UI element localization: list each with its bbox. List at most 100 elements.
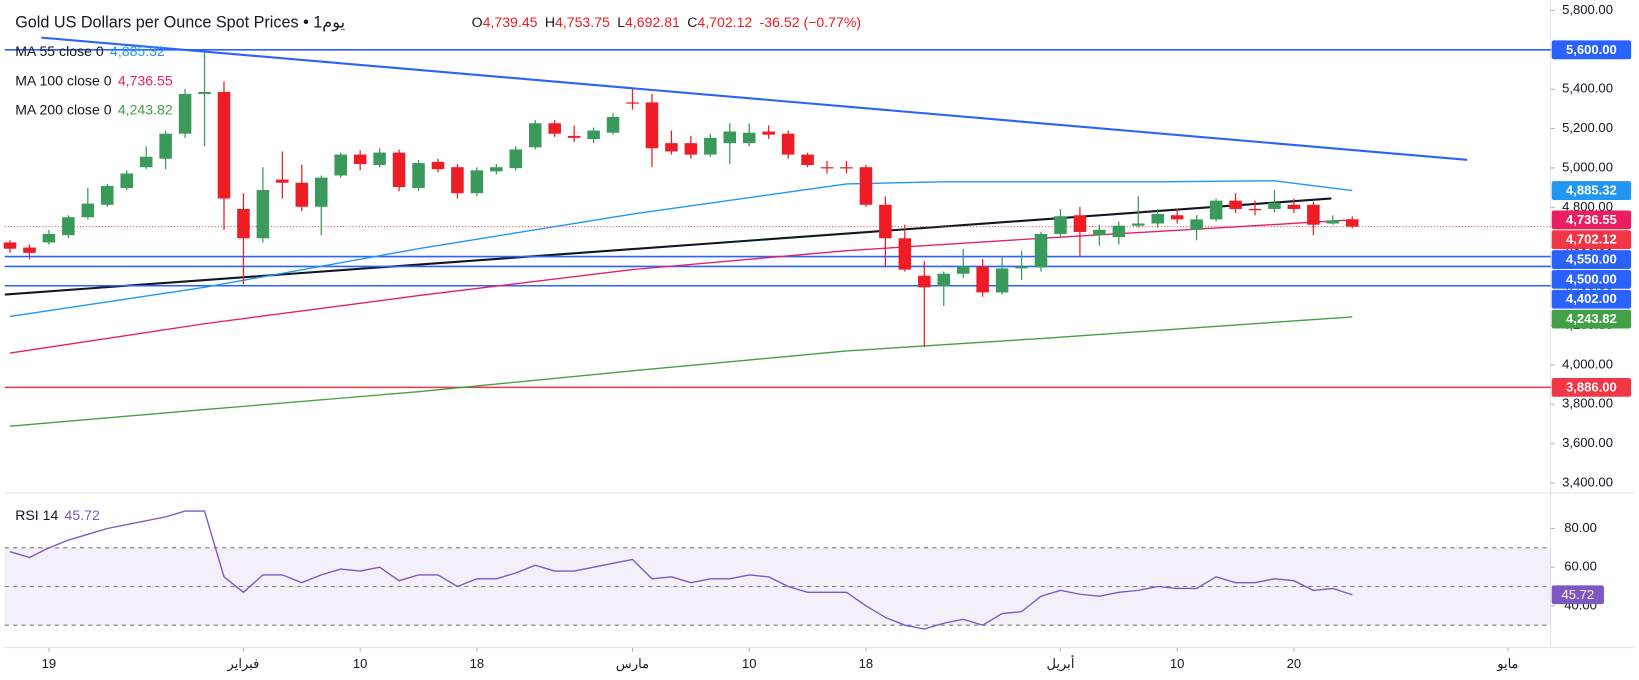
moving-average-line bbox=[9, 219, 1353, 354]
y-tick-label: 5,200.00 bbox=[1562, 120, 1613, 135]
candle-body bbox=[1209, 200, 1223, 220]
rsi-line bbox=[9, 510, 1353, 630]
candle-body bbox=[1287, 204, 1301, 209]
y-tick-label: 3,600.00 bbox=[1562, 435, 1613, 450]
candle-body bbox=[412, 163, 425, 189]
candle-body bbox=[742, 132, 756, 144]
rsi-legend-name: RSI 14 bbox=[15, 507, 58, 523]
ohlc-value: 4,692.81 bbox=[625, 14, 680, 30]
candle-body bbox=[509, 149, 523, 169]
price-label-box bbox=[1551, 269, 1632, 289]
candle-body bbox=[937, 273, 951, 287]
candle-body bbox=[976, 266, 989, 293]
candle-body bbox=[392, 152, 406, 188]
trendline-lower bbox=[4, 197, 1332, 296]
price-label-box bbox=[1551, 40, 1632, 60]
background bbox=[4, 0, 1635, 680]
price-label-box bbox=[1551, 250, 1632, 269]
ohlc-key: L bbox=[617, 14, 625, 30]
price-label-box bbox=[1551, 289, 1632, 309]
ma-legend-name: MA 100 close 0 bbox=[15, 72, 112, 88]
price-label: 4,402.00 bbox=[1566, 291, 1617, 306]
candle-body bbox=[23, 247, 36, 253]
candle-body bbox=[81, 203, 95, 218]
candle-body bbox=[353, 154, 367, 165]
ma-legend-name: MA 55 close 0 bbox=[15, 43, 104, 59]
y-tick-label: 5,000.00 bbox=[1562, 159, 1613, 174]
ohlc-key: H bbox=[545, 14, 555, 30]
candle-body bbox=[1034, 233, 1048, 268]
price-label: 4,702.12 bbox=[1566, 232, 1617, 247]
candle-body bbox=[1248, 208, 1262, 211]
price-label: 4,243.82 bbox=[1566, 311, 1617, 326]
ma-legend-value: 4,885.32 bbox=[110, 43, 165, 59]
ma-legend-name: MA 200 close 0 bbox=[15, 101, 112, 117]
candle-body bbox=[314, 177, 328, 207]
x-tick-label: مارس bbox=[616, 656, 649, 672]
y-tick-label: 4,000.00 bbox=[1562, 356, 1613, 371]
candle-body bbox=[723, 131, 737, 144]
candle-body bbox=[1326, 220, 1340, 224]
candle-body bbox=[762, 131, 775, 135]
candle-body bbox=[373, 152, 386, 166]
candle-body bbox=[1151, 214, 1164, 224]
moving-average-line bbox=[9, 180, 1353, 318]
candle-body bbox=[3, 242, 17, 249]
price-label: 4,736.55 bbox=[1566, 212, 1617, 227]
candle-body bbox=[295, 182, 309, 207]
candle-body bbox=[820, 167, 834, 169]
candle-body bbox=[1015, 266, 1028, 269]
price-label: 5,600.00 bbox=[1566, 42, 1617, 57]
candle-body bbox=[1345, 219, 1359, 227]
candle-body bbox=[528, 123, 542, 148]
candle-body bbox=[178, 93, 192, 134]
ma-legend-value: 4,736.55 bbox=[118, 72, 173, 88]
price-label: 4,550.00 bbox=[1566, 252, 1617, 267]
candle-body bbox=[684, 143, 698, 155]
candle-body bbox=[645, 102, 659, 149]
ohlc-change: -36.52 (−0.77%) bbox=[760, 14, 861, 30]
candle-body bbox=[1268, 202, 1281, 209]
x-tick-label: فبراير bbox=[227, 656, 260, 672]
candle-body bbox=[1093, 229, 1106, 236]
candle-body bbox=[42, 233, 56, 243]
x-tick-label: 10 bbox=[353, 656, 368, 671]
price-label-box bbox=[1551, 230, 1632, 250]
x-tick-label: أبريل bbox=[1046, 655, 1074, 672]
candle-body bbox=[470, 170, 484, 194]
candle-body bbox=[859, 167, 873, 205]
chart-title: Gold US Dollars per Ounce Spot Prices • … bbox=[15, 13, 345, 31]
candle-body bbox=[1229, 200, 1242, 209]
candle-body bbox=[840, 167, 853, 169]
y-tick-label: 5,400.00 bbox=[1562, 81, 1613, 96]
candle-body bbox=[918, 275, 931, 288]
candle-body bbox=[665, 143, 678, 152]
ohlc-key: O bbox=[472, 14, 483, 30]
candle-body bbox=[606, 116, 620, 133]
candle-body bbox=[587, 130, 600, 140]
rsi-legend: RSI 14 45.72 bbox=[15, 507, 100, 523]
candle-body bbox=[120, 173, 133, 189]
candle-body bbox=[1307, 204, 1320, 225]
candle-body bbox=[1132, 223, 1145, 226]
x-tick-label: 10 bbox=[1170, 656, 1185, 671]
trendline-upper bbox=[41, 36, 1468, 161]
ohlc-value: 4,702.12 bbox=[697, 14, 752, 30]
candle-body bbox=[801, 154, 814, 166]
candle-body bbox=[139, 156, 153, 168]
y-tick-label: 3,800.00 bbox=[1562, 396, 1613, 411]
candle-body bbox=[567, 135, 581, 138]
rsi-y-tick-label: 60.00 bbox=[1564, 559, 1597, 574]
candle-body bbox=[879, 204, 892, 239]
price-label: 4,885.32 bbox=[1566, 183, 1617, 198]
x-tick-label: 10 bbox=[742, 656, 757, 671]
price-label-box bbox=[1551, 181, 1632, 200]
candle-body bbox=[276, 179, 289, 183]
candle-body bbox=[159, 133, 172, 159]
ohlc-value: 4,739.45 bbox=[483, 14, 538, 30]
candle-body bbox=[217, 91, 231, 199]
candle-body bbox=[101, 185, 114, 205]
price-label-box bbox=[1551, 377, 1632, 397]
